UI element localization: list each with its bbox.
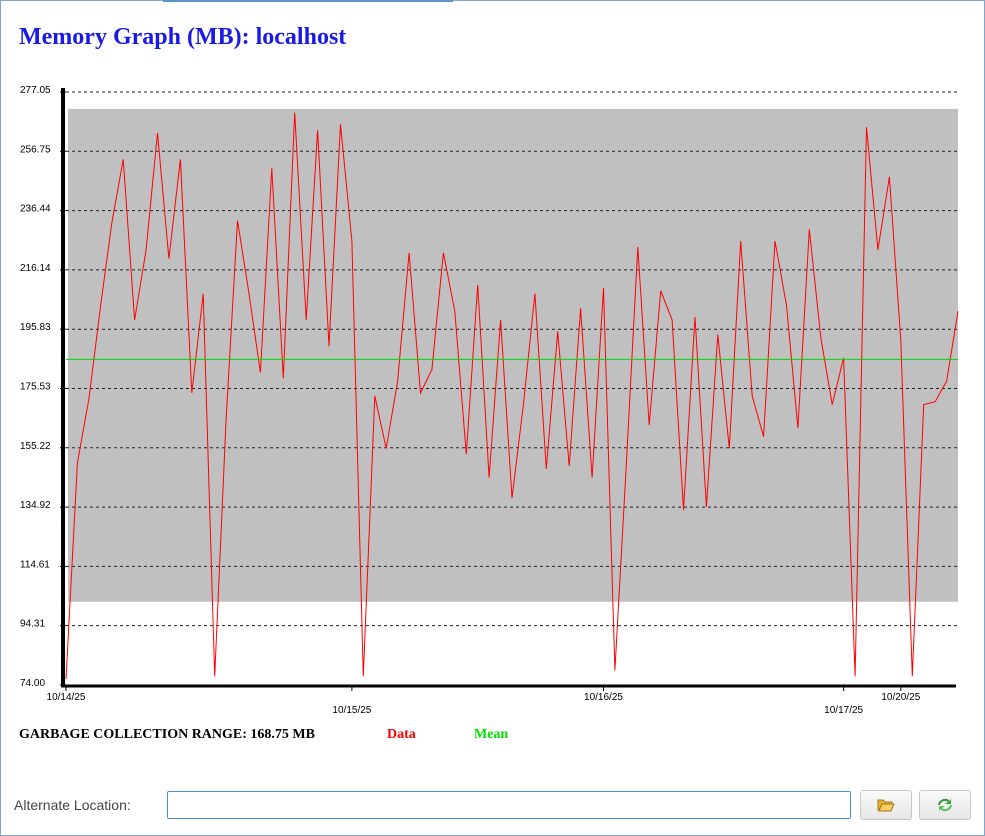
- refresh-icon: [938, 798, 952, 812]
- y-tick-label: 236.44: [20, 204, 51, 215]
- x-tick-label: 10/20/25: [881, 692, 920, 703]
- y-tick-label: 155.22: [20, 441, 51, 452]
- alternate-location-label: Alternate Location:: [14, 797, 131, 813]
- y-tick-label: 114.61: [20, 559, 50, 570]
- y-tick-label: 134.92: [20, 500, 51, 511]
- alternate-location-input[interactable]: [167, 791, 851, 819]
- legend-data: Data: [387, 727, 416, 742]
- folder-open-icon: [877, 799, 895, 812]
- x-tick-label: 10/16/25: [584, 692, 623, 703]
- y-tick-label: 256.75: [20, 144, 51, 155]
- gc-range-band: [68, 108, 958, 602]
- refresh-button[interactable]: [919, 790, 971, 820]
- y-tick-label: 94.31: [20, 619, 45, 630]
- top-accent-bar: [163, 0, 453, 2]
- y-tick-label: 277.05: [20, 85, 51, 96]
- x-tick-label: 10/14/25: [47, 692, 86, 703]
- y-tick-label: 195.83: [20, 322, 51, 333]
- open-location-button[interactable]: [860, 790, 912, 820]
- y-tick-label: 74.00: [20, 678, 45, 689]
- x-tick-label: 10/17/25: [824, 705, 863, 716]
- legend-mean: Mean: [474, 727, 509, 742]
- y-tick-label: 175.53: [20, 381, 51, 392]
- gc-range-label: GARBAGE COLLECTION RANGE: 168.75 MB: [19, 727, 315, 742]
- x-tick-label: 10/15/25: [332, 705, 371, 716]
- page-title: Memory Graph (MB): localhost: [19, 24, 347, 50]
- data-series-line: [65, 112, 959, 680]
- memory-chart: 74.00 94.31 114.61 134.92 155.22 175.53 195.83…: [20, 85, 960, 716]
- y-tick-label: 216.14: [20, 263, 51, 274]
